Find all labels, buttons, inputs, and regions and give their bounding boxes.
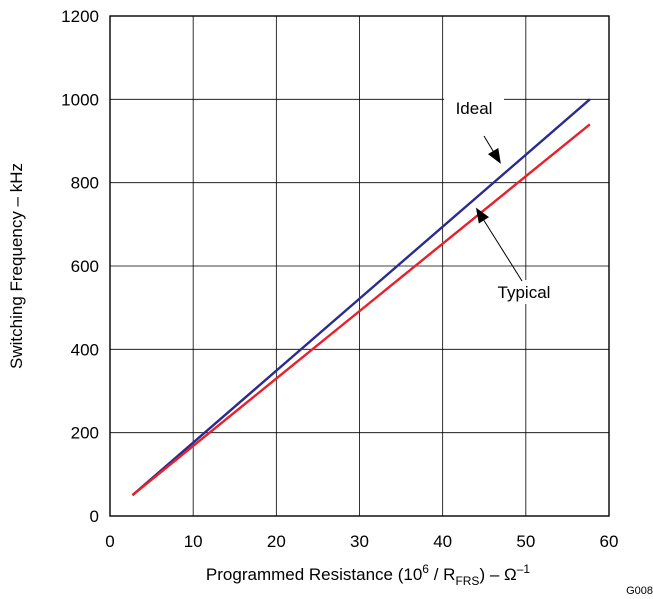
y-tick-label: 0 bbox=[90, 507, 99, 526]
x-tick-label: 10 bbox=[184, 532, 203, 551]
x-axis-label-main: Programmed Resistance (10 bbox=[206, 565, 422, 584]
x-axis-label-sup2: –1 bbox=[517, 562, 531, 576]
x-axis-label: Programmed Resistance (106 / RFRS) – Ω–1 bbox=[206, 562, 530, 588]
x-tick-label: 30 bbox=[350, 532, 369, 551]
series-lines bbox=[131, 98, 591, 497]
grid bbox=[110, 16, 609, 516]
x-tick-label: 20 bbox=[267, 532, 286, 551]
x-tick-label: 60 bbox=[600, 532, 619, 551]
annotation-ideal-label: Ideal bbox=[456, 99, 493, 118]
annotation-ideal-bg bbox=[444, 96, 504, 120]
annotation-ideal-arrow-line bbox=[483, 135, 494, 152]
annotations: Ideal Typical bbox=[444, 96, 564, 304]
y-tick-label: 600 bbox=[71, 257, 99, 276]
x-tick-label: 50 bbox=[516, 532, 535, 551]
y-tick-label: 800 bbox=[71, 174, 99, 193]
annotation-typical-bg bbox=[484, 280, 564, 304]
y-tick-label: 200 bbox=[71, 424, 99, 443]
annotation-ideal-arrowhead bbox=[487, 147, 501, 164]
x-axis-label-sub: FRS bbox=[455, 574, 479, 588]
y-tick-label: 400 bbox=[71, 340, 99, 359]
y-tick-label: 1200 bbox=[61, 7, 99, 26]
x-axis-label-end: ) – Ω bbox=[479, 565, 516, 584]
y-axis-label: Switching Frequency – kHz bbox=[7, 163, 26, 369]
x-tick-label: 0 bbox=[105, 532, 114, 551]
series-line-ideal bbox=[131, 98, 591, 497]
series-line-typical bbox=[131, 123, 591, 497]
plot-frame bbox=[109, 15, 610, 517]
x-tick-label: 40 bbox=[433, 532, 452, 551]
annotation-typical-label: Typical bbox=[498, 283, 551, 302]
annotation-typical-arrow-line bbox=[483, 220, 523, 282]
x-axis-label-sup1: 6 bbox=[422, 562, 429, 576]
annotation-typical-arrowhead bbox=[475, 207, 489, 224]
y-tick-label: 1000 bbox=[61, 90, 99, 109]
x-axis-label-mid: / R bbox=[429, 565, 455, 584]
figure-id: G008 bbox=[626, 585, 653, 597]
